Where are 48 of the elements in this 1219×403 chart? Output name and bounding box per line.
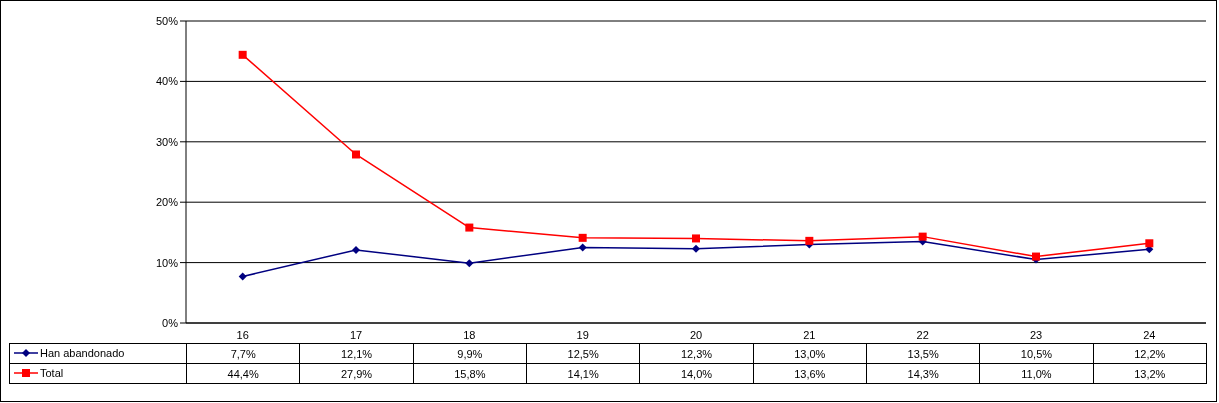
x-tick-label: 20 bbox=[689, 328, 703, 341]
point bbox=[1145, 239, 1154, 248]
data-label: 7,7% bbox=[186, 343, 300, 364]
legend-label: Total bbox=[39, 367, 64, 379]
point bbox=[238, 50, 247, 59]
x-tick-label: 22 bbox=[916, 328, 929, 341]
data-label: 12,2% bbox=[1093, 343, 1207, 364]
x-tick-label: 19 bbox=[576, 328, 589, 341]
data-label: 12,5% bbox=[526, 343, 640, 364]
data-label: 14,1% bbox=[526, 363, 640, 384]
data-label: 14,3% bbox=[866, 363, 980, 384]
x-tick-label: 18 bbox=[463, 328, 476, 341]
point bbox=[465, 259, 474, 268]
point bbox=[465, 223, 474, 232]
data-label: 13,6% bbox=[753, 363, 867, 384]
point bbox=[352, 245, 360, 254]
data-label: 13,5% bbox=[866, 343, 980, 364]
x-tick-label: 17 bbox=[349, 328, 363, 341]
y-tick-label: 30% bbox=[155, 135, 179, 148]
x-tick-label: 24 bbox=[1143, 328, 1156, 341]
x-tick-label: 23 bbox=[1029, 328, 1043, 341]
y-tick-label: 40% bbox=[155, 75, 179, 88]
y-tick-label: 20% bbox=[155, 196, 179, 209]
data-label: 12,3% bbox=[639, 343, 754, 364]
data-label: 13,0% bbox=[753, 343, 867, 364]
data-label: 27,9% bbox=[299, 363, 414, 384]
data-label: 44,4% bbox=[186, 363, 300, 384]
point bbox=[578, 243, 587, 252]
data-label: 12,1% bbox=[299, 343, 414, 364]
point bbox=[692, 234, 700, 243]
y-tick-label: 0% bbox=[162, 316, 179, 329]
point bbox=[352, 150, 360, 159]
legend-label: Han abandonado bbox=[39, 347, 125, 359]
data-label: 10,5% bbox=[979, 343, 1094, 364]
data-label: 11,0% bbox=[979, 363, 1094, 384]
x-tick-label: 16 bbox=[236, 328, 249, 341]
data-label: 13,2% bbox=[1093, 363, 1207, 384]
data-label: 15,8% bbox=[413, 363, 527, 384]
y-tick-label: 10% bbox=[155, 256, 179, 269]
point bbox=[805, 236, 814, 245]
y-tick-label: 50% bbox=[155, 14, 179, 27]
point bbox=[692, 244, 700, 253]
point bbox=[578, 233, 587, 242]
data-label: 14,0% bbox=[639, 363, 754, 384]
point bbox=[918, 232, 927, 241]
data-label: 9,9% bbox=[413, 343, 527, 364]
x-tick-label: 21 bbox=[803, 328, 816, 341]
point bbox=[238, 272, 247, 281]
